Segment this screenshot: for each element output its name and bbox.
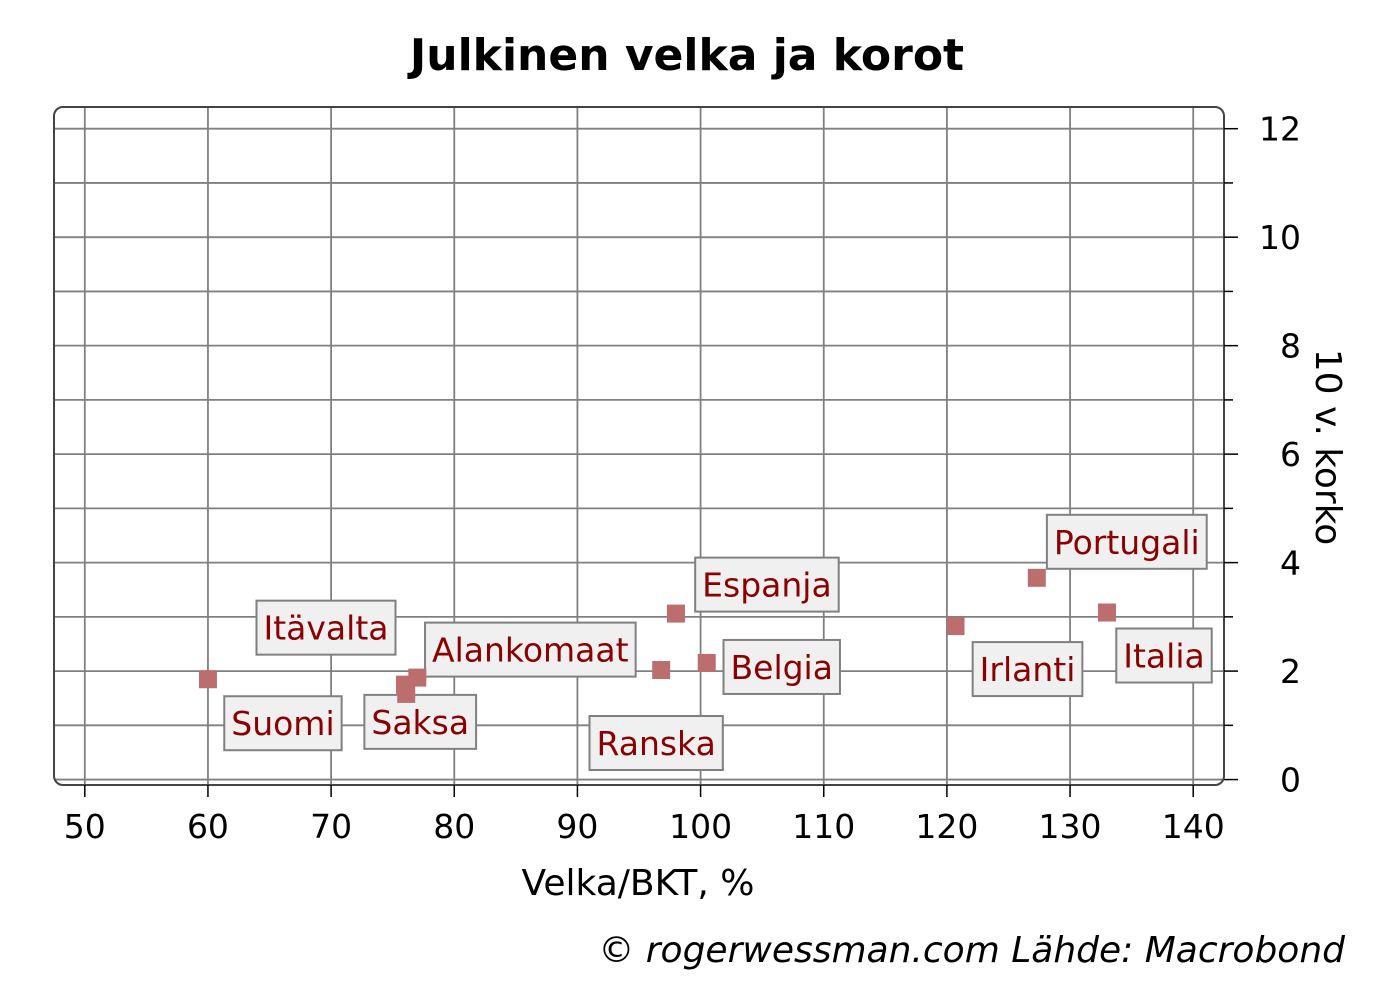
point-label-text: Portugali: [1054, 523, 1200, 562]
point-label-box: [694, 556, 840, 613]
data-points: [198, 568, 1116, 703]
x-tick-label: 120: [915, 807, 978, 846]
y-tick-label: 2: [1280, 652, 1301, 691]
y-tick-label: 0: [1280, 761, 1301, 800]
y-tick-label: 8: [1280, 327, 1301, 366]
x-tick-label: 70: [310, 807, 352, 846]
y-tick-label: 6: [1280, 435, 1301, 474]
point-label-text: Alankomaat: [432, 631, 629, 670]
x-tick-label: 80: [433, 807, 475, 846]
point-label: Ranska: [588, 715, 724, 772]
scatter-point: [946, 617, 965, 636]
point-label-box: [971, 641, 1084, 698]
chart-title: Julkinen velka ja korot: [407, 30, 964, 81]
scatter-point: [198, 670, 217, 689]
point-label: Portugali: [1045, 513, 1208, 570]
x-tick-label: 140: [1162, 807, 1225, 846]
y-tick-label: 12: [1259, 110, 1301, 149]
point-label-box: [722, 638, 841, 695]
x-tick-label: 130: [1039, 807, 1102, 846]
point-label-text: Belgia: [731, 648, 833, 687]
point-label-box: [363, 693, 478, 750]
y-tick-label: 4: [1280, 544, 1301, 583]
scatter-point: [397, 684, 416, 703]
point-label: Belgia: [722, 638, 841, 695]
source-credit: © rogerwessman.com Lähde: Macrobond: [598, 930, 1346, 971]
scatter-point: [652, 661, 671, 680]
point-label-box: [1115, 627, 1213, 684]
point-label-box: [223, 695, 343, 752]
point-label: Irlanti: [971, 641, 1084, 698]
point-label-text: Italia: [1123, 637, 1204, 676]
y-tick-label: 10: [1259, 218, 1301, 257]
point-label-box: [588, 715, 724, 772]
point-label-text: Suomi: [231, 704, 334, 743]
point-label-text: Saksa: [371, 703, 469, 742]
point-label: Alankomaat: [424, 621, 637, 678]
point-label-text: Ranska: [597, 724, 716, 763]
point-label: Saksa: [363, 693, 478, 750]
point-label-box: [1045, 513, 1208, 570]
scatter-point: [408, 668, 427, 687]
point-label: Espanja: [694, 556, 840, 613]
x-tick-label: 110: [792, 807, 855, 846]
x-axis-label: Velka/BKT, %: [522, 863, 755, 904]
point-label: Italia: [1115, 627, 1213, 684]
y-axis-label: 10 v. korko: [1307, 349, 1348, 546]
x-tick-label: 60: [187, 807, 229, 846]
point-label: Itävalta: [255, 599, 397, 656]
scatter-point: [1027, 568, 1046, 587]
scatter-point: [666, 604, 685, 623]
point-label-box: [255, 599, 397, 656]
scatter-point: [1098, 603, 1116, 622]
point-label-text: Espanja: [702, 566, 832, 605]
x-axis: 50 60 70 80 90 100 110 120 130 140: [64, 785, 1225, 846]
plot-frame: [53, 106, 1225, 786]
point-label-box: [424, 621, 637, 678]
scatter-point: [697, 653, 716, 672]
x-tick-label: 90: [556, 807, 598, 846]
x-tick-label: 100: [669, 807, 732, 846]
point-labels: Suomi Itävalta Saksa Alankomaat Ranska Espanj…: [223, 513, 1213, 772]
x-tick-label: 50: [64, 807, 106, 846]
point-label-text: Irlanti: [980, 650, 1076, 689]
y-axis: 0 2 4 6 8 10 12: [1224, 110, 1301, 800]
point-label: Suomi: [223, 695, 343, 752]
point-label-text: Itävalta: [264, 609, 389, 648]
